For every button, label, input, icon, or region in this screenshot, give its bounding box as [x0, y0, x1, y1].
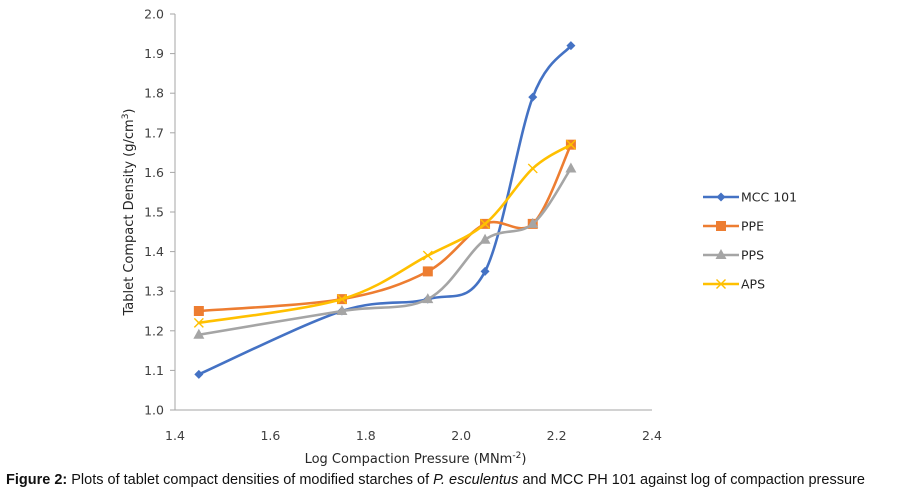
x-marker-stroke: [480, 218, 491, 229]
figure-caption: Figure 2: Plots of tablet compact densit…: [6, 472, 918, 488]
series-mcc-101: [194, 41, 576, 379]
legend-item-aps: APS: [703, 277, 765, 292]
legend-label-pps: PPS: [741, 248, 764, 263]
x-tick-label: 1.8: [356, 428, 376, 443]
data-point-pps: [336, 305, 348, 315]
x-axis-title-main: Log Compaction Pressure (MNm: [305, 452, 513, 467]
data-point-aps: [422, 250, 433, 261]
y-tick-label: 1.8: [144, 86, 164, 101]
data-point-aps: [193, 317, 204, 328]
data-point-ppe: [193, 306, 204, 316]
y-tick-label: 1.4: [144, 244, 164, 259]
y-tick-label: 1.7: [144, 125, 164, 140]
y-axis-title-end: ): [122, 108, 137, 113]
y-axis-title-sup: 3: [121, 114, 131, 120]
series-pps: [193, 162, 577, 339]
y-tick-label: 2.0: [144, 7, 164, 22]
x-tick-label: 1.4: [165, 428, 185, 443]
legend-label-mcc-101: MCC 101: [741, 190, 797, 205]
data-point-mcc-101: [194, 369, 204, 379]
y-tick-label: 1.6: [144, 165, 164, 180]
x-tick-label: 1.6: [260, 428, 280, 443]
data-point-pps: [527, 217, 539, 228]
data-point-aps: [336, 294, 347, 305]
legend-marker-mcc-101: [716, 192, 726, 202]
data-point-mcc-101: [480, 266, 490, 276]
x-marker-stroke: [565, 139, 576, 150]
y-tick-label: 1.1: [144, 363, 164, 378]
y-axis-title-main: Tablet Compact Density (g/cm: [122, 119, 137, 316]
caption-text-after: and MCC PH 101 against log of compaction…: [518, 472, 865, 488]
legend-marker-pps: [715, 249, 727, 259]
series-aps: [193, 139, 576, 328]
x-marker-stroke: [422, 250, 433, 261]
data-point-ppe: [422, 266, 433, 277]
x-marker-stroke: [193, 317, 204, 328]
data-point-aps: [565, 139, 576, 150]
x-marker-stroke: [527, 163, 538, 174]
data-point-pps: [422, 293, 434, 304]
caption-species: P. esculentus: [433, 472, 519, 488]
data-point-pps: [479, 233, 491, 244]
legend-marker-aps: [716, 279, 726, 289]
data-point-aps: [527, 163, 538, 174]
legend-item-ppe: PPE: [703, 219, 764, 234]
legend-marker-ppe: [716, 221, 726, 231]
data-point-aps: [480, 218, 491, 229]
x-marker-stroke: [336, 294, 347, 305]
x-tick-label: 2.4: [642, 428, 662, 443]
series-ppe: [193, 139, 576, 316]
x-axis-title-end: ): [521, 452, 526, 467]
y-tick-label: 1.9: [144, 46, 164, 61]
y-tick-label: 1.3: [144, 284, 164, 299]
legend-item-pps: PPS: [703, 248, 764, 263]
y-tick-label: 1.0: [144, 403, 164, 418]
legend: MCC 101 PPE PPS APS: [703, 190, 797, 292]
series-layer: [193, 41, 577, 379]
y-axis-title: Tablet Compact Density (g/cm3): [121, 108, 137, 316]
caption-text-before: Plots of tablet compact densities of mod…: [67, 472, 434, 488]
legend-label-aps: APS: [741, 277, 765, 292]
x-axis-title: Log Compaction Pressure (MNm-2): [305, 451, 527, 467]
y-tick-label: 1.2: [144, 323, 164, 338]
x-tick-label: 2.0: [451, 428, 471, 443]
chart: 1.0 1.1 1.2 1.3 1.4 1.5 1.6 1.7 1.8 1.9 2.0 1.4 1.6 1…: [121, 7, 797, 468]
series-line-pps: [197, 167, 573, 337]
data-point-mcc-101: [528, 92, 538, 102]
series-line-aps: [197, 143, 573, 325]
x-marker-stroke: [716, 279, 726, 289]
data-point-pps: [565, 162, 577, 173]
data-point-mcc-101: [566, 41, 576, 51]
legend-item-mcc-101: MCC 101: [703, 190, 797, 205]
x-axis-title-sup: -2: [512, 451, 521, 461]
caption-label: Figure 2:: [6, 472, 68, 488]
axes: 1.0 1.1 1.2 1.3 1.4 1.5 1.6 1.7 1.8 1.9 2.0 1.4 1.6 1…: [144, 7, 662, 444]
y-tick-label: 1.5: [144, 205, 164, 220]
data-point-pps: [193, 328, 205, 339]
x-tick-label: 2.2: [547, 428, 567, 443]
legend-label-ppe: PPE: [741, 219, 764, 234]
